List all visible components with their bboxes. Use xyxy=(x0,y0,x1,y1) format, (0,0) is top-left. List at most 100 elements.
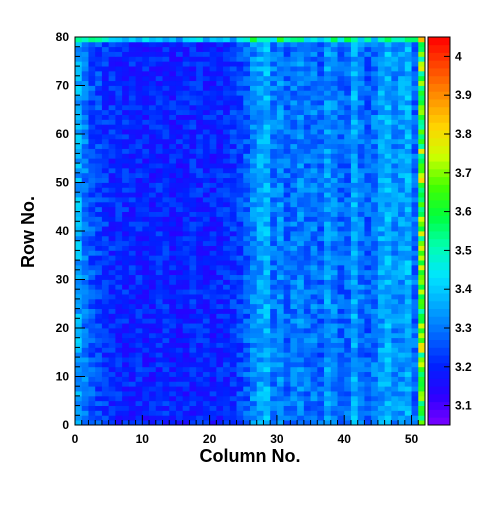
heatmap-cell xyxy=(263,211,271,217)
heatmap-cell xyxy=(216,352,224,358)
heatmap-cell xyxy=(202,129,211,135)
heatmap-cell xyxy=(243,415,251,421)
heatmap-cell xyxy=(209,143,217,149)
heatmap-cell xyxy=(377,51,386,57)
heatmap-cell xyxy=(115,197,123,203)
heatmap-cell xyxy=(202,361,211,368)
heatmap-cell xyxy=(216,129,224,135)
heatmap-cell xyxy=(276,163,285,169)
heatmap-cell xyxy=(344,201,352,208)
heatmap-cell xyxy=(101,167,110,174)
heatmap-cell xyxy=(404,250,412,256)
heatmap-cell xyxy=(364,400,372,406)
heatmap-cell xyxy=(162,323,170,329)
heatmap-cell xyxy=(324,235,332,242)
heatmap-cell xyxy=(122,274,130,280)
heatmap-cell xyxy=(115,119,123,125)
heatmap-cell xyxy=(290,61,298,67)
heatmap-cell xyxy=(330,221,338,227)
heatmap-cell xyxy=(95,95,103,101)
heatmap-cell xyxy=(128,177,136,183)
heatmap-cell xyxy=(411,80,419,86)
heatmap-cell xyxy=(223,308,231,314)
heatmap-cell xyxy=(303,410,311,416)
heatmap-cell xyxy=(182,231,190,237)
heatmap-cell xyxy=(357,240,365,246)
heatmap-cell xyxy=(303,182,311,188)
heatmap-cell xyxy=(169,395,177,402)
heatmap-cell xyxy=(350,41,359,48)
heatmap-cell xyxy=(250,347,258,353)
heatmap-cell xyxy=(75,323,83,329)
heatmap-cell xyxy=(229,187,237,193)
heatmap-cell xyxy=(135,400,143,406)
heatmap-cell xyxy=(418,90,426,96)
heatmap-cell xyxy=(283,361,291,368)
heatmap-cell xyxy=(115,124,123,130)
heatmap-cell xyxy=(411,134,419,140)
heatmap-cell xyxy=(115,221,123,227)
heatmap-cell xyxy=(364,61,372,67)
heatmap-cell xyxy=(371,298,379,305)
heatmap-cell xyxy=(223,294,231,300)
heatmap-cell xyxy=(175,172,184,179)
heatmap-cell xyxy=(303,206,311,212)
heatmap-cell xyxy=(337,269,345,276)
heatmap-cell xyxy=(276,269,285,276)
heatmap-cell xyxy=(411,129,419,135)
heatmap-cell xyxy=(297,95,305,101)
heatmap-cell xyxy=(337,371,345,377)
heatmap-cell xyxy=(350,51,359,57)
heatmap-cell xyxy=(236,192,244,198)
heatmap-cell xyxy=(223,371,231,377)
heatmap-cell xyxy=(317,260,325,266)
heatmap-cell xyxy=(317,400,325,406)
heatmap-cell xyxy=(236,75,244,82)
heatmap-cell xyxy=(209,51,217,57)
heatmap-cell xyxy=(229,250,237,256)
heatmap-cell xyxy=(310,187,318,193)
heatmap-cell xyxy=(330,158,338,164)
heatmap-cell xyxy=(162,216,170,222)
heatmap-cell xyxy=(81,90,89,96)
heatmap-cell xyxy=(283,197,291,203)
heatmap-cell xyxy=(384,182,392,188)
heatmap-cell xyxy=(182,70,190,77)
heatmap-cell xyxy=(209,177,217,183)
heatmap-cell xyxy=(155,138,163,145)
heatmap-cell xyxy=(276,245,285,251)
heatmap-cell xyxy=(108,376,116,382)
heatmap-cell xyxy=(330,129,338,135)
heatmap-cell xyxy=(223,163,231,169)
heatmap-cell xyxy=(404,70,412,77)
heatmap-cell xyxy=(404,216,412,222)
heatmap-cell xyxy=(263,289,271,295)
heatmap-cell xyxy=(364,318,372,324)
heatmap-cell xyxy=(115,46,123,52)
heatmap-cell xyxy=(283,410,291,416)
heatmap-cell xyxy=(324,182,332,188)
heatmap-cell xyxy=(175,114,184,120)
heatmap-cell xyxy=(101,294,110,300)
heatmap-cell xyxy=(250,395,258,402)
heatmap-cell xyxy=(297,187,305,193)
heatmap-cell xyxy=(344,264,352,271)
heatmap-cell xyxy=(149,337,157,343)
heatmap-cell xyxy=(169,206,177,212)
heatmap-cell xyxy=(297,172,305,179)
heatmap-cell xyxy=(418,313,426,319)
heatmap-cell xyxy=(377,313,386,319)
heatmap-cell xyxy=(243,56,251,62)
heatmap-cell xyxy=(155,386,163,392)
heatmap-cell xyxy=(263,410,271,416)
heatmap-cell xyxy=(270,323,278,329)
heatmap-cell xyxy=(310,114,318,120)
heatmap-cell xyxy=(283,129,291,135)
heatmap-cell xyxy=(175,269,184,276)
heatmap-cell xyxy=(256,294,264,300)
heatmap-cell xyxy=(344,410,352,416)
heatmap-cell xyxy=(169,226,177,232)
heatmap-cell xyxy=(169,347,177,353)
heatmap-cell xyxy=(270,143,278,149)
heatmap-cell xyxy=(108,410,116,416)
